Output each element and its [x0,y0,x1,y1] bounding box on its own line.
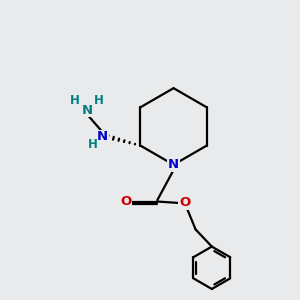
Text: H: H [88,138,98,151]
Text: N: N [168,158,179,171]
Text: N: N [82,104,93,117]
Text: N: N [97,130,108,143]
Text: O: O [179,196,190,209]
Text: H: H [94,94,103,107]
Text: H: H [70,94,80,107]
Text: O: O [120,195,131,208]
